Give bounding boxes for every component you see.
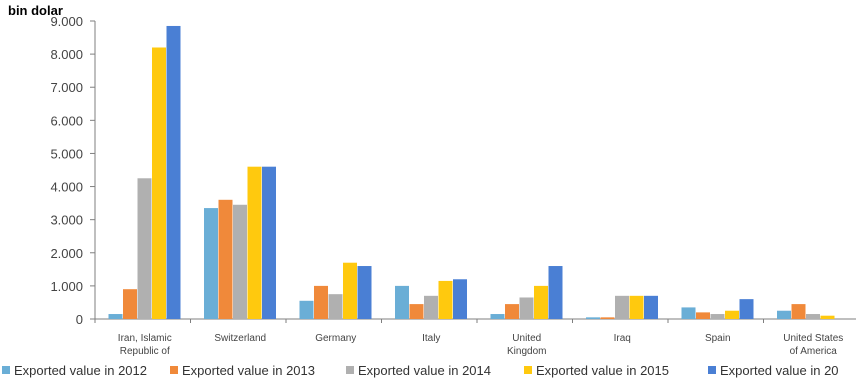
bar [204, 208, 218, 319]
bar [725, 310, 739, 319]
bar [791, 304, 806, 319]
bar [123, 289, 137, 319]
y-tick-label: 2.000 [50, 246, 83, 261]
bar [108, 314, 123, 319]
category-label: United States [783, 333, 843, 344]
category-label: Switzerland [214, 333, 266, 344]
bar [696, 312, 710, 319]
bar [490, 314, 505, 319]
bar [299, 300, 314, 319]
bar [519, 297, 534, 319]
bar [357, 266, 372, 319]
category-label: Republic of [120, 346, 170, 357]
bar [806, 314, 820, 319]
legend-entry-label: Exported value in 20 [720, 363, 839, 378]
y-tick-label: 5.000 [50, 146, 83, 161]
bar [247, 166, 262, 319]
bars-group [108, 25, 835, 319]
category-label: Iraq [614, 333, 631, 344]
y-tick-label: 8.000 [50, 47, 83, 62]
bar [820, 315, 835, 319]
bar [505, 304, 519, 319]
bar [739, 299, 754, 319]
bar [710, 314, 725, 319]
category-label: Germany [315, 333, 356, 344]
y-tick-label: 6.000 [50, 113, 83, 128]
category-label: Italy [422, 333, 440, 344]
legend-swatch [708, 366, 716, 374]
y-axis-label: bin dolar [8, 3, 63, 18]
y-tick-label: 7.000 [50, 80, 83, 95]
bar [395, 285, 409, 319]
category-label: Iran, Islamic [118, 333, 172, 344]
category-label: Spain [705, 333, 731, 344]
bar [438, 280, 453, 319]
legend: Exported value in 2012 Exported value in … [2, 363, 839, 378]
legend-entry-label: Exported value in 2012 [14, 363, 147, 378]
y-tick-label: 0 [76, 312, 83, 327]
bar [644, 295, 658, 319]
y-tick-label: 4.000 [50, 180, 83, 195]
legend-swatch [170, 366, 178, 374]
legend-swatch [524, 366, 532, 374]
bar [777, 310, 791, 319]
bar [586, 317, 600, 319]
bar [681, 307, 696, 319]
bar [409, 304, 424, 319]
bar [534, 285, 548, 319]
bar [548, 266, 563, 319]
y-tick-label: 3.000 [50, 213, 83, 228]
bar [328, 294, 343, 319]
category-labels-group: Iran, Islamic Republic of Switzerland Germa… [94, 319, 843, 357]
bar [137, 178, 152, 319]
bar [233, 204, 247, 319]
bar [152, 47, 166, 319]
legend-entry-label: Exported value in 2013 [182, 363, 315, 378]
bar [314, 285, 328, 319]
bar [166, 25, 181, 319]
legend-swatch [346, 366, 354, 374]
bar [615, 295, 629, 319]
legend-entry-label: Exported value in 2015 [536, 363, 669, 378]
bar [600, 317, 615, 319]
bar [262, 166, 276, 319]
bar [218, 199, 233, 319]
y-tick-label: 1.000 [50, 279, 83, 294]
y-tick-label: 9.000 [50, 14, 83, 29]
category-label: of America [790, 346, 838, 357]
category-label: United [512, 333, 541, 344]
bar [343, 262, 357, 319]
bar [453, 279, 467, 319]
category-label: Kingdom [507, 346, 546, 357]
bar [424, 295, 438, 319]
legend-swatch [2, 366, 10, 374]
legend-entry-label: Exported value in 2014 [358, 363, 491, 378]
bar [629, 295, 644, 319]
